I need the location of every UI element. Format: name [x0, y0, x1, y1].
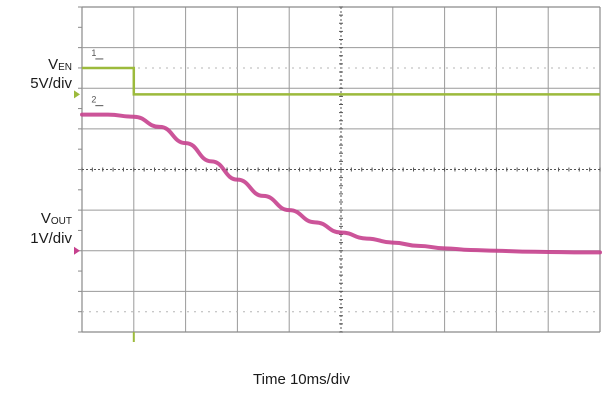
ven-scale-label: 5V/div — [30, 75, 72, 92]
channel-2-marker: 2 — [91, 95, 96, 105]
ground-arrow-vout — [74, 247, 80, 255]
ven-channel-label: VEN — [48, 56, 72, 73]
ground-arrow-ven — [74, 90, 80, 98]
channel-1-marker: 1 — [91, 48, 96, 58]
vout-channel-label: VOUT — [41, 210, 72, 227]
vout-scale-label: 1V/div — [30, 230, 72, 247]
time-axis-label: Time 10ms/div — [0, 371, 603, 388]
